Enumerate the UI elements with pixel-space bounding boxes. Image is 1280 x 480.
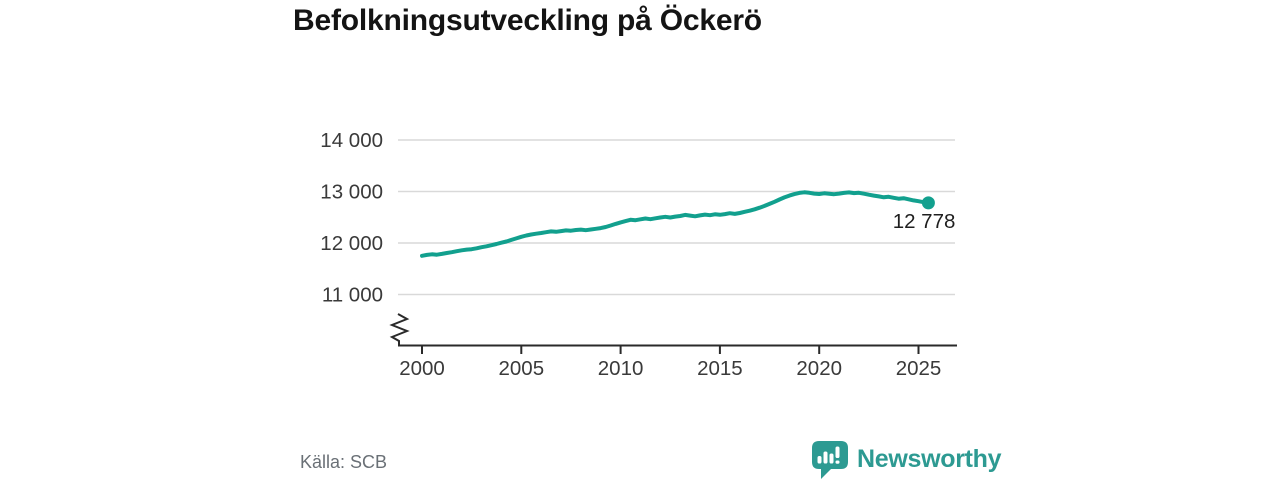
population-line-series: [420, 190, 931, 258]
x-tick-label: 2005: [498, 357, 544, 380]
x-tick-label: 2020: [796, 357, 842, 380]
x-tick-label: 2015: [697, 357, 743, 380]
x-axis-ticks: [421, 346, 920, 354]
newsworthy-speech-bubble-barchart-icon: [812, 441, 848, 479]
y-tick-label: 13 000: [320, 181, 383, 204]
x-axis-labels: 2000 2005 2010 2015 2020 2025: [399, 357, 941, 380]
newsworthy-wordmark: Newsworthy: [857, 445, 1002, 473]
latest-value-dot: [921, 196, 935, 210]
x-tick-label: 2025: [896, 357, 942, 380]
x-tick-label: 2000: [399, 357, 445, 380]
y-tick-label: 11 000: [322, 284, 383, 307]
y-axis-break-zigzag-icon: [389, 313, 410, 346]
latest-value-label: 12 778: [893, 210, 956, 233]
y-tick-label: 14 000: [320, 129, 383, 152]
chart-title: Befolkningsutveckling på Öckerö: [293, 4, 762, 37]
x-tick-label: 2010: [598, 357, 644, 380]
newsworthy-logo[interactable]: Newsworthy: [810, 439, 1002, 480]
y-tick-label: 12 000: [320, 232, 383, 255]
source-caption: Källa: SCB: [300, 452, 388, 472]
y-axis-labels: 11 000 12 000 13 000 14 000: [320, 129, 383, 307]
